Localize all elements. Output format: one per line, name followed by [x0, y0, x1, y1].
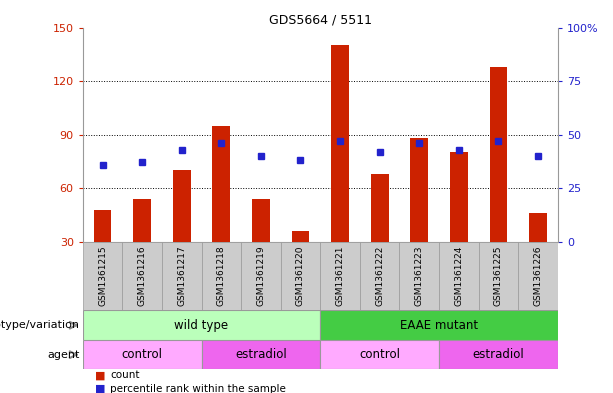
Text: GSM1361217: GSM1361217: [177, 245, 186, 306]
Bar: [252, 199, 270, 242]
Text: GSM1361221: GSM1361221: [335, 245, 345, 306]
Bar: [400, 242, 439, 310]
Text: GSM1361216: GSM1361216: [138, 245, 147, 306]
Bar: [202, 340, 321, 369]
Bar: [213, 126, 230, 242]
Bar: [83, 310, 321, 340]
Bar: [202, 242, 241, 310]
Bar: [439, 340, 558, 369]
Text: count: count: [110, 370, 140, 380]
Bar: [321, 242, 360, 310]
Bar: [360, 242, 400, 310]
Bar: [371, 174, 389, 242]
Bar: [410, 138, 428, 242]
Bar: [123, 242, 162, 310]
Text: ■: ■: [95, 370, 105, 380]
Bar: [479, 242, 518, 310]
Bar: [281, 242, 321, 310]
Text: ■: ■: [95, 384, 105, 393]
Text: percentile rank within the sample: percentile rank within the sample: [110, 384, 286, 393]
Text: GSM1361222: GSM1361222: [375, 245, 384, 305]
Title: GDS5664 / 5511: GDS5664 / 5511: [268, 13, 372, 26]
Text: GSM1361219: GSM1361219: [256, 245, 265, 306]
Text: control: control: [121, 348, 162, 361]
Bar: [292, 231, 310, 242]
Bar: [83, 340, 202, 369]
Text: GSM1361226: GSM1361226: [533, 245, 543, 306]
Text: GSM1361220: GSM1361220: [296, 245, 305, 306]
Text: EAAE mutant: EAAE mutant: [400, 319, 478, 332]
Bar: [83, 242, 123, 310]
Bar: [133, 199, 151, 242]
Text: wild type: wild type: [175, 319, 229, 332]
Bar: [94, 209, 112, 242]
Bar: [450, 152, 468, 242]
Text: GSM1361223: GSM1361223: [415, 245, 424, 306]
Bar: [331, 45, 349, 242]
Text: estradiol: estradiol: [235, 348, 287, 361]
Bar: [439, 242, 479, 310]
Bar: [321, 340, 439, 369]
Bar: [321, 310, 558, 340]
Text: GSM1361224: GSM1361224: [454, 245, 463, 305]
Text: GSM1361225: GSM1361225: [494, 245, 503, 306]
Bar: [162, 242, 202, 310]
Bar: [173, 170, 191, 242]
Text: genotype/variation: genotype/variation: [0, 320, 80, 330]
Text: GSM1361215: GSM1361215: [98, 245, 107, 306]
Bar: [529, 213, 547, 242]
Text: control: control: [359, 348, 400, 361]
Bar: [518, 242, 558, 310]
Bar: [490, 67, 508, 242]
Bar: [241, 242, 281, 310]
Text: GSM1361218: GSM1361218: [217, 245, 226, 306]
Text: estradiol: estradiol: [473, 348, 524, 361]
Text: agent: agent: [47, 350, 80, 360]
